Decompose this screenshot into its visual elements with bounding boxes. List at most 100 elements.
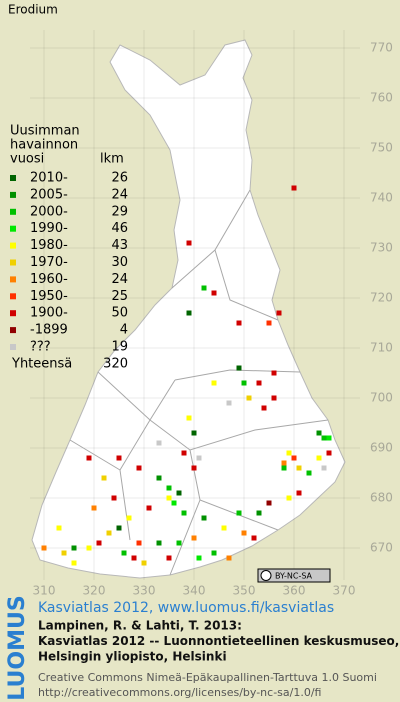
occurrence-square — [201, 285, 207, 291]
occurrence-square — [281, 465, 287, 471]
occurrence-square — [186, 415, 192, 421]
occurrence-square — [241, 380, 247, 386]
occurrence-square — [236, 320, 242, 326]
occurrence-square — [131, 555, 137, 561]
y-tick-label: 770 — [370, 41, 393, 55]
occurrence-square — [96, 540, 102, 546]
legend-swatch — [10, 327, 16, 334]
occurrence-square — [126, 515, 132, 521]
occurrence-square — [276, 310, 282, 316]
y-tick-label: 670 — [370, 541, 393, 555]
occurrence-square — [61, 550, 67, 556]
occurrence-square — [271, 370, 277, 376]
occurrence-square — [251, 535, 257, 541]
y-tick-label: 690 — [370, 441, 393, 455]
legend-count: 29 — [111, 204, 128, 219]
legend-swatch — [10, 175, 16, 181]
legend-heading: havainnon — [10, 138, 78, 153]
occurrence-square — [181, 510, 187, 516]
legend-count-heading: lkm — [100, 152, 124, 167]
occurrence-square — [196, 455, 202, 461]
x-tick-label: 360 — [283, 584, 306, 598]
y-tick-label: 680 — [370, 491, 393, 505]
legend-count: 30 — [111, 255, 128, 270]
occurrence-square — [226, 555, 232, 561]
occurrence-square — [176, 540, 182, 546]
occurrence-square — [136, 465, 142, 471]
occurrence-square — [321, 435, 327, 441]
occurrence-square — [316, 455, 322, 461]
occurrence-square — [181, 450, 187, 456]
logo: LUOMUS — [5, 595, 30, 700]
occurrence-square — [186, 310, 192, 316]
occurrence-square — [156, 540, 162, 546]
occurrence-square — [211, 550, 217, 556]
occurrence-square — [91, 505, 97, 511]
legend-count: 4 — [120, 323, 128, 338]
citation-line: Lampinen, R. & Lahti, T. 2013: — [38, 619, 242, 633]
occurrence-square — [266, 500, 272, 506]
occurrence-square — [221, 525, 227, 531]
occurrence-square — [116, 525, 122, 531]
badge-text: BY-NC-SA — [275, 572, 313, 581]
title: Erodium — [8, 3, 58, 17]
legend-swatch — [10, 225, 16, 232]
legend-label: 1990- — [30, 221, 68, 236]
occurrence-square — [166, 495, 172, 501]
x-tick-label: 350 — [233, 584, 256, 598]
occurrence-square — [266, 320, 272, 326]
legend-label: 2000- — [30, 204, 68, 219]
occurrence-square — [136, 540, 142, 546]
total-label: Yhteensä — [11, 356, 72, 371]
legend-swatch — [10, 293, 16, 300]
occurrence-square — [326, 435, 332, 441]
occurrence-square — [246, 395, 252, 401]
occurrence-square — [166, 485, 172, 491]
occurrence-square — [271, 395, 277, 401]
y-tick-label: 710 — [370, 341, 393, 355]
occurrence-square — [256, 380, 262, 386]
occurrence-square — [121, 550, 127, 556]
occurrence-square — [156, 475, 162, 481]
occurrence-square — [296, 490, 302, 496]
license-line: http://creativecommons.org/licenses/by-n… — [38, 686, 321, 699]
occurrence-square — [196, 555, 202, 561]
occurrence-square — [291, 185, 297, 191]
occurrence-square — [71, 545, 77, 551]
legend-count: 19 — [111, 340, 128, 355]
legend-swatch — [10, 344, 16, 350]
occurrence-square — [286, 495, 292, 501]
occurrence-square — [241, 530, 247, 536]
occurrence-square — [281, 460, 287, 466]
x-tick-label: 340 — [183, 584, 206, 598]
legend-count: 43 — [111, 238, 128, 253]
total-count: 320 — [103, 356, 128, 371]
occurrence-square — [191, 465, 197, 471]
occurrence-square — [106, 530, 112, 536]
y-tick-label: 750 — [370, 141, 393, 155]
occurrence-square — [186, 240, 192, 246]
occurrence-square — [236, 510, 242, 516]
x-tick-label: 330 — [133, 584, 156, 598]
legend-label: -1899 — [30, 323, 68, 338]
province-borders — [69, 189, 329, 576]
occurrence-square — [226, 400, 232, 406]
squares — [41, 185, 332, 566]
legend-count: 24 — [111, 272, 128, 287]
license-line: Creative Commons Nimeä-Epäkaupallinen-Ta… — [38, 671, 377, 684]
badge-icon — [260, 570, 272, 581]
y-tick-label: 730 — [370, 241, 393, 255]
legend-label: 1960- — [30, 272, 68, 287]
occurrence-square — [56, 525, 62, 531]
x-tick-label: 370 — [333, 584, 356, 598]
occurrence-square — [326, 450, 332, 456]
occurrence-square — [166, 555, 172, 561]
atlas-link: Kasviatlas 2012, www.luomus.fi/kasviatla… — [38, 600, 334, 616]
y-tick-label: 720 — [370, 291, 393, 305]
legend-label: 1900- — [30, 306, 68, 321]
occurrence-square — [211, 290, 217, 296]
occurrence-square — [191, 535, 197, 541]
